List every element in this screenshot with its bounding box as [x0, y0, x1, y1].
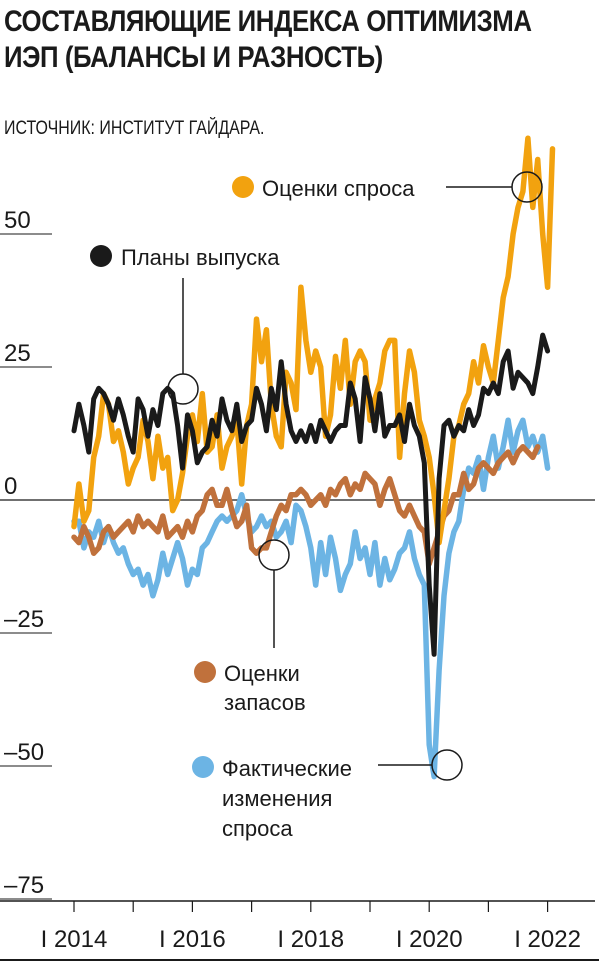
legend-label-actual-demand-line-2: изменения — [222, 786, 332, 811]
chart-title: СОСТАВЛЯЮЩИЕ ИНДЕКСА ОПТИМИЗМА ИЭП (БАЛА… — [4, 4, 532, 76]
legend-swatch-output-plans — [90, 245, 112, 267]
legend-label-actual-demand-line-3: спроса — [222, 816, 293, 841]
legend-swatch-actual-demand — [192, 756, 214, 778]
series-demand-est — [71, 135, 556, 546]
x-tick-label: I 2020 — [396, 926, 463, 953]
y-tick-label: 25 — [4, 340, 31, 367]
legend-label-demand-est: Оценки спроса — [262, 176, 415, 201]
y-tick-label: 0 — [4, 473, 17, 500]
series-output-plans — [71, 332, 551, 657]
source-note: ИСТОЧНИК: ИНСТИТУТ ГАЙДАРА. — [4, 118, 265, 139]
y-tick-label: –75 — [4, 872, 44, 899]
x-tick-label: I 2018 — [277, 926, 344, 953]
chart-axes: 50 25 0 –25 –50 –75 I 2014 I 2016 I 2018 I 2020 I … — [0, 207, 599, 961]
legend-swatch-demand-est — [232, 176, 254, 198]
chart-title-line-1: СОСТАВЛЯЮЩИЕ ИНДЕКСА ОПТИМИЗМА — [4, 5, 532, 38]
callout-output-plans-marker — [167, 373, 199, 405]
legend-label-output-plans: Планы выпуска — [121, 245, 280, 270]
chart-callouts — [167, 171, 543, 781]
legend-label-inventory-est-line-2: запасов — [224, 690, 306, 715]
x-tick-label: I 2014 — [41, 926, 108, 953]
callout-inventory-est-marker — [258, 539, 290, 571]
legend-label-inventory-est-line-1: Оценки — [224, 661, 300, 686]
chart-title-line-2: ИЭП (БАЛАНСЫ И РАЗНОСТЬ) — [4, 41, 383, 74]
legend-swatch-inventory-est — [194, 661, 216, 683]
legend-label-actual-demand-line-1: Фактические — [222, 756, 352, 781]
y-tick-label: –50 — [4, 739, 44, 766]
chart-series — [71, 135, 556, 780]
y-tick-label: –25 — [4, 606, 44, 633]
x-tick-label: I 2022 — [514, 926, 581, 953]
y-tick-label: 50 — [4, 207, 31, 234]
series-inventory-est — [71, 444, 541, 567]
x-tick-label: I 2016 — [159, 926, 226, 953]
series-actual-demand — [71, 417, 551, 780]
